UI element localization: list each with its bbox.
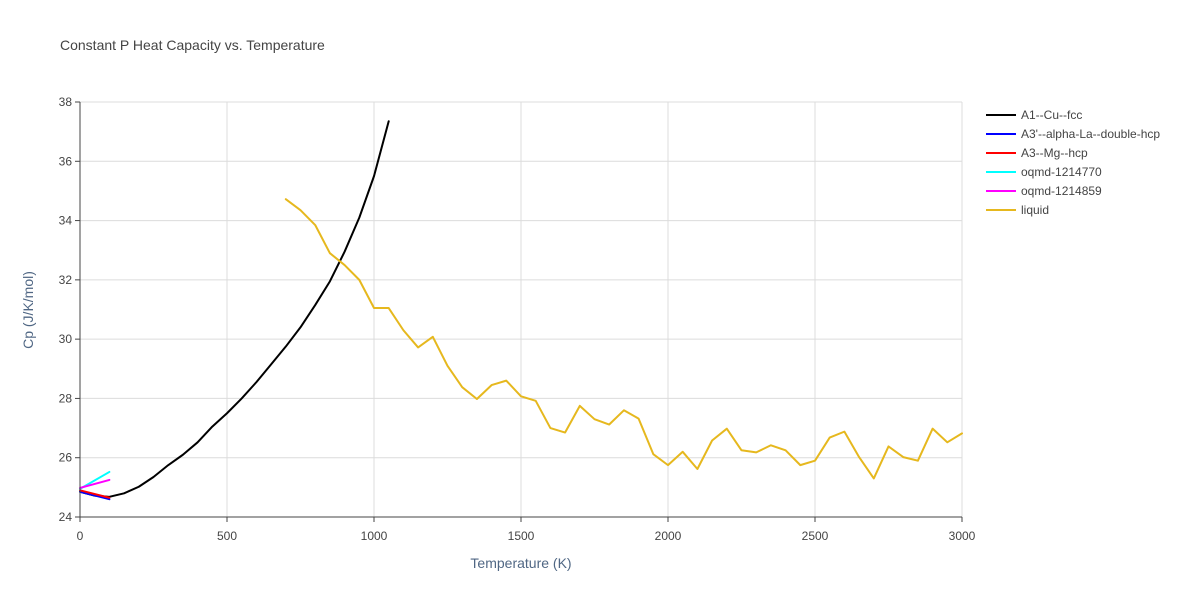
- legend-label: oqmd-1214859: [1021, 184, 1102, 198]
- series-line-4[interactable]: [79, 478, 111, 489]
- grid-layer: [79, 101, 963, 518]
- legend-item[interactable]: oqmd-1214770: [986, 165, 1102, 179]
- legend-label: A1--Cu--fcc: [1021, 108, 1082, 122]
- y-tick-label: 28: [59, 391, 73, 405]
- series-line-0[interactable]: [79, 120, 390, 498]
- legend-label: oqmd-1214770: [1021, 165, 1102, 179]
- legend-label: A3--Mg--hcp: [1021, 146, 1088, 160]
- series-line-2[interactable]: [79, 489, 111, 499]
- legend-item[interactable]: A1--Cu--fcc: [986, 108, 1082, 122]
- series-layer: [79, 120, 963, 501]
- series-line-5[interactable]: [284, 198, 963, 480]
- legend-label: liquid: [1021, 203, 1049, 217]
- legend-item[interactable]: A3'--alpha-La--double-hcp: [986, 127, 1160, 141]
- y-tick-label: 26: [59, 451, 73, 465]
- legend-item[interactable]: liquid: [986, 203, 1049, 217]
- x-tick-label: 1500: [508, 529, 535, 543]
- x-axis-title: Temperature (K): [470, 555, 571, 571]
- series-line-1[interactable]: [79, 490, 111, 501]
- legend-label: A3'--alpha-La--double-hcp: [1021, 127, 1160, 141]
- y-tick-label: 24: [59, 510, 73, 524]
- y-tick-label: 38: [59, 95, 73, 109]
- x-tick-label: 0: [77, 529, 84, 543]
- x-tick-label: 500: [217, 529, 237, 543]
- chart-title: Constant P Heat Capacity vs. Temperature: [60, 37, 325, 53]
- y-tick-label: 36: [59, 154, 73, 168]
- y-axis-title: Cp (J/K/mol): [20, 271, 36, 349]
- legend: A1--Cu--fcc A3'--alpha-La--double-hcp A3--…: [986, 108, 1160, 217]
- x-tick-label: 3000: [949, 529, 976, 543]
- legend-item[interactable]: oqmd-1214859: [986, 184, 1102, 198]
- axis-layer: 0 500 1000 1500 2000 2500 3000 24 26 28 30 32 34 36 38: [59, 95, 976, 543]
- y-tick-label: 30: [59, 332, 73, 346]
- legend-item[interactable]: A3--Mg--hcp: [986, 146, 1088, 160]
- x-tick-label: 1000: [361, 529, 388, 543]
- x-tick-label: 2000: [655, 529, 682, 543]
- x-tick-label: 2500: [802, 529, 829, 543]
- y-tick-label: 34: [59, 214, 73, 228]
- y-tick-label: 32: [59, 273, 73, 287]
